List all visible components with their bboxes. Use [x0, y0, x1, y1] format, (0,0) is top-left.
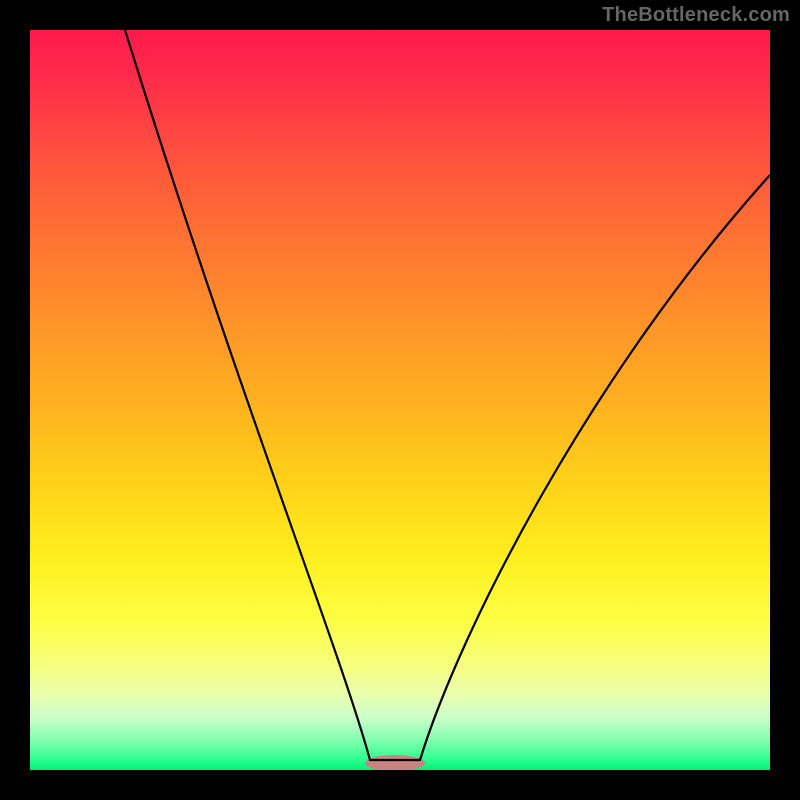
bottleneck-chart	[0, 0, 800, 800]
optimum-marker	[365, 755, 425, 771]
chart-container: TheBottleneck.com	[0, 0, 800, 800]
watermark-text: TheBottleneck.com	[602, 4, 790, 27]
gradient-background	[30, 30, 770, 770]
